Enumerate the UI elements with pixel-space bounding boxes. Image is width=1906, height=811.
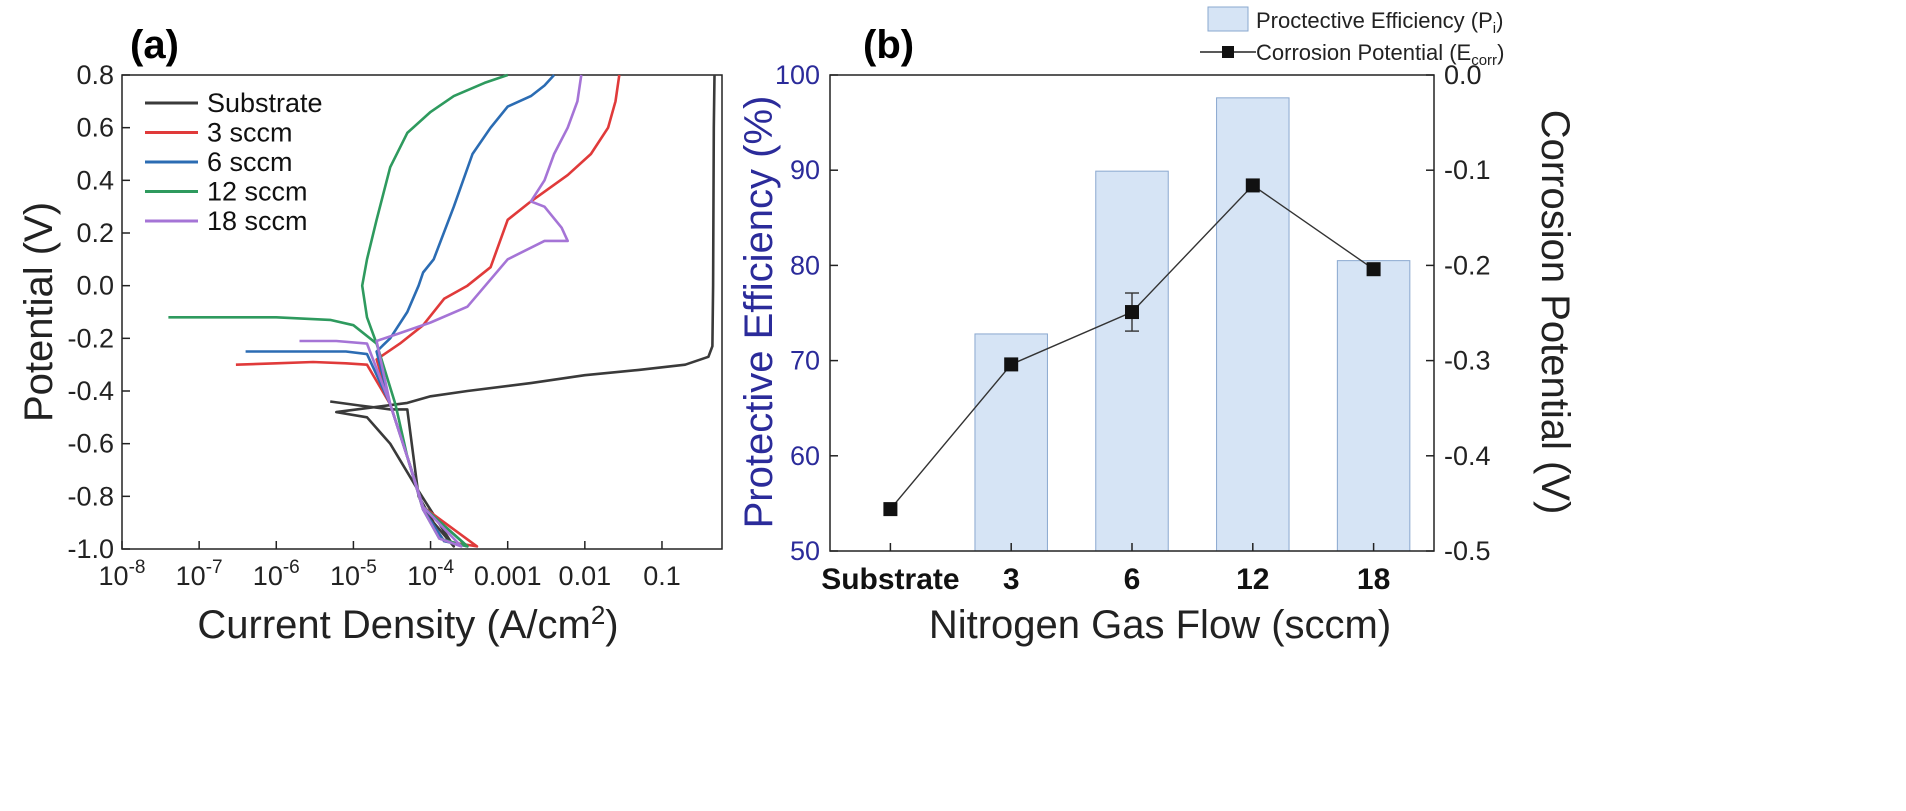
legend-label: Substrate xyxy=(207,88,323,118)
x-tick-label: 12 xyxy=(1236,563,1269,596)
bar-6 xyxy=(1095,170,1169,552)
plot-b-y2-label: Corrosion Potential (V) xyxy=(1533,110,1577,515)
plot-b-x-label: Nitrogen Gas Flow (sccm) xyxy=(929,603,1391,647)
y-tick-label: 0.2 xyxy=(76,218,114,248)
x-tick-label: 3 xyxy=(1003,563,1020,596)
legend-bar-label: Proctective Efficiency (Pi) xyxy=(1256,8,1503,37)
legend-label: 6 sccm xyxy=(207,147,293,177)
x-tick-label: 6 xyxy=(1124,563,1141,596)
left-tick-label: 80 xyxy=(790,250,820,280)
plot-b-right-axis: -0.5 -0.4 -0.3 -0.2 -0.1 0.0 xyxy=(1426,60,1491,566)
bar-12 xyxy=(1216,97,1290,552)
x-tick-label: 10-4 xyxy=(407,557,454,591)
y-tick-label: -0.6 xyxy=(67,429,114,459)
series-line-3-sccm xyxy=(235,74,621,548)
plot-a-x-label: Current Density (A/cm2) xyxy=(197,600,618,647)
y-tick-label: 0.0 xyxy=(76,271,114,301)
legend-line-label: Corrosion Potential (Ecorr) xyxy=(1256,40,1504,69)
plot-a-y-label: Potential (V) xyxy=(17,202,61,422)
plot-b-y-label: Protective Efficiency (%) xyxy=(737,96,781,529)
plot-b-x-axis: Substrate 3 6 12 18 xyxy=(821,543,1390,596)
right-tick-label: -0.1 xyxy=(1444,155,1491,185)
x-tick-label: 0.1 xyxy=(643,561,681,591)
legend-bar-swatch xyxy=(1207,6,1249,32)
left-tick-label: 90 xyxy=(790,155,820,185)
y-tick-label: -0.4 xyxy=(67,376,114,406)
panel-b-label: (b) xyxy=(863,23,914,67)
legend-line-marker xyxy=(1222,46,1234,58)
plot-a-frame xyxy=(121,74,723,550)
panel-a-label: (a) xyxy=(130,23,179,67)
potential-point xyxy=(1125,305,1139,320)
legend-label: 3 sccm xyxy=(207,118,293,148)
polarization-plot: 0.8 0.6 0.4 0.2 0.0 -0.2 -0.4 -0.6 -0.8 -1.0 10-8… xyxy=(67,60,723,591)
potential-point xyxy=(1004,357,1019,372)
plot-b-left-axis: 50 60 70 80 90 100 xyxy=(775,60,838,566)
legend-label: 18 sccm xyxy=(207,206,308,236)
y-tick-label: 0.4 xyxy=(76,165,114,195)
right-tick-label: -0.4 xyxy=(1444,441,1491,471)
right-tick-label: -0.2 xyxy=(1444,250,1491,280)
x-tick-label: 10-8 xyxy=(99,557,146,591)
efficiency-plot: 50 60 70 80 90 100 -0.5 -0.4 -0.3 -0.2 -0.1 0.0 Su… xyxy=(775,60,1491,596)
series-line-18-sccm xyxy=(299,74,583,548)
potential-point xyxy=(1245,178,1260,193)
potential-point xyxy=(1366,262,1381,277)
plot-b-bars xyxy=(974,97,1411,552)
bar-18 xyxy=(1336,260,1411,552)
x-tick-label: 10-7 xyxy=(176,557,223,591)
x-tick-label: 10-6 xyxy=(253,557,300,591)
right-tick-label: -0.5 xyxy=(1444,536,1491,566)
x-tick-label: 0.01 xyxy=(559,561,612,591)
y-tick-label: -1.0 xyxy=(67,534,114,564)
legend-label: 12 sccm xyxy=(207,177,308,207)
left-tick-label: 70 xyxy=(790,346,820,376)
x-tick-label: 0.001 xyxy=(474,561,542,591)
plot-a-x-axis: 10-8 10-7 10-6 10-5 10-4 0.001 0.01 0.1 xyxy=(99,541,681,591)
series-line-substrate xyxy=(330,74,716,548)
potential-point xyxy=(883,502,898,517)
x-tick-label: Substrate xyxy=(821,563,959,596)
right-tick-label: -0.3 xyxy=(1444,346,1491,376)
y-tick-label: 0.8 xyxy=(76,60,114,90)
plot-a-y-axis: 0.8 0.6 0.4 0.2 0.0 -0.2 -0.4 -0.6 -0.8 -1.0 xyxy=(67,60,130,564)
left-tick-label: 60 xyxy=(790,441,820,471)
plot-a-series xyxy=(168,73,716,548)
x-tick-label: 18 xyxy=(1357,563,1390,596)
y-tick-label: -0.2 xyxy=(67,323,114,353)
y-tick-label: 0.6 xyxy=(76,113,114,143)
plot-b-legend: Proctective Efficiency (Pi) Corrosion Po… xyxy=(1200,6,1504,69)
left-tick-label: 100 xyxy=(775,60,820,90)
right-tick-label: 0.0 xyxy=(1444,60,1482,90)
plot-b-potential-line xyxy=(883,178,1381,517)
x-tick-label: 10-5 xyxy=(330,557,377,591)
left-tick-label: 50 xyxy=(790,536,820,566)
y-tick-label: -0.8 xyxy=(67,481,114,511)
